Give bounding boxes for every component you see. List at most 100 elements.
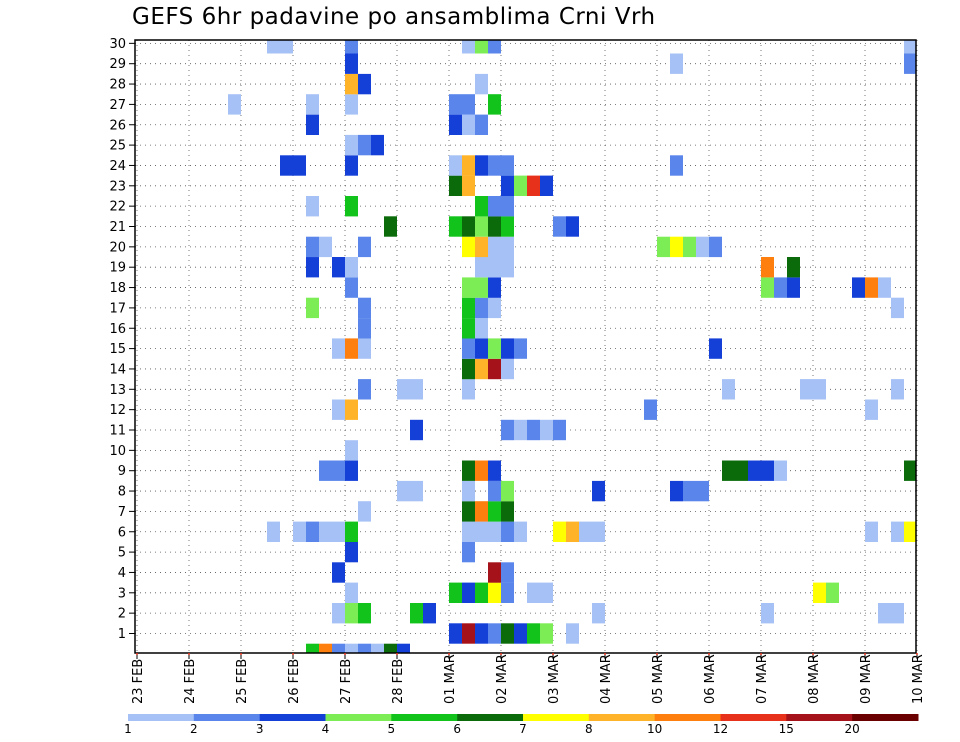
heatmap-cell <box>488 216 501 237</box>
heatmap-cell <box>553 419 566 441</box>
heatmap-cell <box>475 501 488 522</box>
heatmap-cell <box>475 521 488 542</box>
y-tick-label: 4 <box>118 566 126 581</box>
heatmap-cell <box>475 155 488 176</box>
heatmap-cell <box>306 114 319 135</box>
heatmap-cell <box>449 175 462 196</box>
heatmap-cell <box>332 521 345 542</box>
heatmap-cell <box>787 277 800 298</box>
y-tick-label: 30 <box>109 37 126 52</box>
y-tick-label: 20 <box>109 240 126 255</box>
heatmap-cell <box>267 521 280 542</box>
legend-swatch <box>325 714 392 721</box>
legend-label: 3 <box>256 722 264 736</box>
heatmap-cell <box>709 236 722 258</box>
heatmap-cell <box>540 175 553 196</box>
heatmap-cell <box>449 216 462 237</box>
heatmap-cell <box>332 603 345 624</box>
legend-swatch <box>523 714 590 721</box>
heatmap-cell <box>332 643 345 653</box>
x-tick-label: 10 MAR <box>911 654 926 704</box>
heatmap-cell <box>345 541 358 563</box>
heatmap-cell <box>527 623 540 644</box>
heatmap-cell <box>345 196 358 217</box>
heatmap-cell <box>345 53 358 74</box>
heatmap-cell <box>891 297 904 319</box>
heatmap-cell <box>462 114 475 135</box>
heatmap-cell <box>358 379 371 400</box>
heatmap-cell <box>358 73 371 95</box>
heatmap-cell <box>670 53 683 74</box>
heatmap-cell <box>345 257 358 278</box>
legend-swatch <box>193 714 261 721</box>
heatmap-cell <box>397 480 410 502</box>
x-tick-label: 03 MAR <box>547 654 562 704</box>
heatmap-cell <box>267 40 280 54</box>
heatmap-cell <box>449 114 462 135</box>
heatmap-cell <box>592 480 605 502</box>
heatmap-cell <box>488 257 501 278</box>
heatmap-cell <box>449 582 462 603</box>
heatmap-cell <box>904 460 916 481</box>
heatmap-cell <box>566 521 579 542</box>
x-tick-label: 26 FEB <box>287 659 302 704</box>
heatmap-cell <box>332 562 345 583</box>
heatmap-cell <box>475 40 488 54</box>
heatmap-cell <box>475 623 488 644</box>
heatmap-cell <box>514 338 527 359</box>
heatmap-cell <box>319 521 332 542</box>
heatmap-cell <box>501 582 514 603</box>
heatmap-cell <box>787 257 800 278</box>
heatmap-cell <box>332 338 345 359</box>
color-legend: 1 2 3 4 5 6 7 8 10 12 15 20 <box>124 714 919 736</box>
legend-label: 7 <box>519 722 527 736</box>
heatmap-cell <box>410 419 423 441</box>
heatmap-cell <box>488 196 501 217</box>
heatmap-cell <box>475 73 488 95</box>
heatmap-cell <box>761 460 774 481</box>
heatmap-cell <box>488 338 501 359</box>
heatmap-cell <box>761 277 774 298</box>
legend-label: 12 <box>713 722 728 736</box>
heatmap-cell <box>462 94 475 115</box>
heatmap-cell <box>696 480 709 502</box>
heatmap-cell <box>488 480 501 502</box>
legend-swatch <box>391 714 458 721</box>
heatmap-cell <box>527 582 540 603</box>
y-tick-label: 5 <box>118 546 126 561</box>
heatmap-cell <box>306 236 319 258</box>
heatmap-cell <box>345 603 358 624</box>
plot-frame <box>134 39 917 654</box>
heatmap-cell <box>488 40 501 54</box>
heatmap-cell <box>488 155 501 176</box>
legend-label: 8 <box>585 722 593 736</box>
heatmap-cell <box>228 94 241 115</box>
heatmap-cell <box>904 40 916 54</box>
heatmap-cell <box>306 643 319 653</box>
legend-label: 1 <box>124 722 132 736</box>
heatmap-cell <box>683 480 696 502</box>
heatmap-cell <box>306 196 319 217</box>
heatmap-cell <box>306 94 319 115</box>
legend-label: 15 <box>779 722 794 736</box>
y-tick-label: 14 <box>109 362 126 377</box>
heatmap-cell <box>332 460 345 481</box>
heatmap-cell <box>501 257 514 278</box>
y-tick-label: 26 <box>109 118 126 133</box>
y-tick-label: 23 <box>109 179 126 194</box>
heatmap-cell <box>462 40 475 54</box>
legend-swatch <box>259 714 326 721</box>
heatmap-cell <box>410 603 423 624</box>
y-tick-label: 24 <box>109 159 126 174</box>
heatmap-cell <box>878 603 891 624</box>
heatmap-cell <box>670 155 683 176</box>
heatmap-cell <box>670 236 683 258</box>
heatmap-cell <box>345 460 358 481</box>
y-tick-label: 7 <box>118 505 126 520</box>
heatmap-cell <box>722 379 735 400</box>
legend-swatch <box>720 714 787 721</box>
heatmap-cell <box>761 257 774 278</box>
heatmap-cell <box>319 236 332 258</box>
legend-label: 6 <box>453 722 461 736</box>
x-axis-ticks: 23 FEB 24 FEB 25 FEB 26 FEB 27 FEB 28 FEB 01 M… <box>131 653 926 704</box>
